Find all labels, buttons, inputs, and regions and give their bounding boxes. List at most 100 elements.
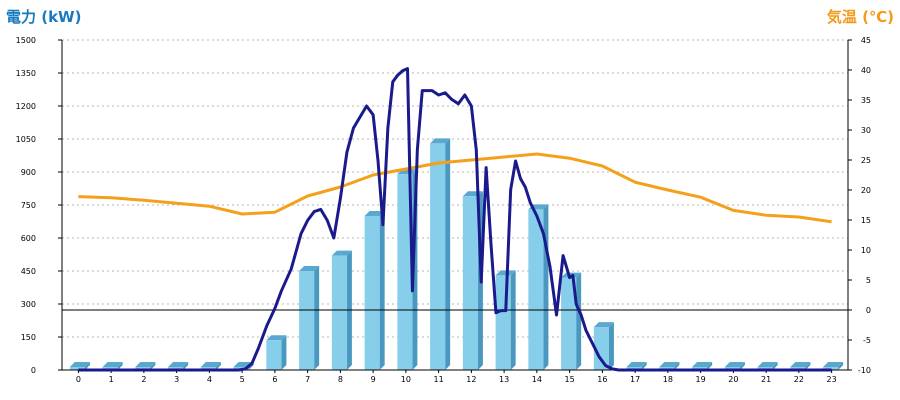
power-bar-top xyxy=(364,211,385,216)
right-tick-label: 15 xyxy=(861,216,871,225)
power-bar-top xyxy=(135,362,156,367)
power-bar xyxy=(593,322,614,370)
right-tick-label: 45 xyxy=(861,36,871,45)
x-tick-label: 3 xyxy=(174,375,179,384)
x-tick-label: 10 xyxy=(401,375,411,384)
x-tick-label: 22 xyxy=(794,375,804,384)
x-tick-label: 13 xyxy=(499,375,509,384)
x-tick-label: 14 xyxy=(532,375,542,384)
right-axis-title: 気温 (℃) xyxy=(827,8,894,26)
x-tick-label: 16 xyxy=(597,375,607,384)
left-tick-label: 0 xyxy=(31,366,36,375)
left-tick-label: 900 xyxy=(21,168,36,177)
power-bar-side xyxy=(641,362,647,370)
power-bar-front xyxy=(299,271,315,370)
power-bar xyxy=(299,266,320,370)
power-bar-top xyxy=(626,362,647,367)
power-bar-top xyxy=(823,362,844,367)
left-axis-title: 電力 (kW) xyxy=(6,8,81,26)
right-tick-label: 25 xyxy=(861,156,871,165)
power-bar-front xyxy=(462,196,478,370)
power-bar-side xyxy=(117,362,123,370)
power-bar-front xyxy=(528,209,544,370)
x-tick-label: 23 xyxy=(827,375,837,384)
right-tick-label: -5 xyxy=(863,336,871,345)
grid-lines xyxy=(62,39,848,338)
left-tick-label: 450 xyxy=(21,267,36,276)
right-tick-label: 10 xyxy=(861,246,871,255)
power-bar-front xyxy=(495,275,511,370)
power-bar xyxy=(528,204,549,370)
power-bar-top xyxy=(593,322,614,328)
x-tick-label: 20 xyxy=(728,375,738,384)
power-bar-top xyxy=(724,362,745,367)
right-tick-label: 40 xyxy=(861,66,871,75)
right-tick-label: 30 xyxy=(861,126,871,135)
power-bar-front xyxy=(430,143,446,370)
power-bar-side xyxy=(576,272,582,370)
x-tick-label: 15 xyxy=(565,375,575,384)
power-bar-side xyxy=(543,204,549,370)
power-bar-side xyxy=(838,362,844,370)
power-bar-front xyxy=(266,340,282,370)
series-lines xyxy=(62,67,848,372)
left-tick-label: 150 xyxy=(21,333,36,342)
power-bar-front xyxy=(364,216,380,370)
x-tick-label: 5 xyxy=(240,375,245,384)
left-tick-label: 1350 xyxy=(16,69,36,78)
x-tick-label: 17 xyxy=(630,375,640,384)
power-bar-top xyxy=(69,362,90,367)
power-bar-side xyxy=(183,362,189,370)
left-tick-label: 750 xyxy=(21,201,36,210)
power-bar xyxy=(331,250,352,370)
power-bar xyxy=(561,272,582,370)
x-tick-label: 1 xyxy=(109,375,114,384)
power-bar-top xyxy=(102,362,123,367)
x-tick-label: 2 xyxy=(141,375,146,384)
left-tick-label: 1500 xyxy=(16,36,36,45)
left-tick-label: 1200 xyxy=(16,102,36,111)
power-bar-side xyxy=(805,362,811,370)
temperature-line xyxy=(78,152,832,224)
x-tick-label: 4 xyxy=(207,375,212,384)
power-bar-top xyxy=(790,362,811,367)
power-bar-top xyxy=(757,362,778,367)
power-bar-side xyxy=(215,362,221,370)
x-tick-label: 7 xyxy=(305,375,310,384)
power-bar-side xyxy=(314,266,320,370)
x-tick-label: 11 xyxy=(434,375,444,384)
power-bar-top xyxy=(200,362,221,367)
power-bar-top xyxy=(299,266,320,271)
right-tick-label: 35 xyxy=(861,96,871,105)
power-bar-top xyxy=(430,138,451,144)
right-tick-label: 5 xyxy=(866,276,871,285)
power-bar-front xyxy=(593,327,609,370)
axes xyxy=(58,39,852,373)
x-tick-label: 19 xyxy=(696,375,706,384)
power-bar-front xyxy=(397,174,413,370)
power-bar-side xyxy=(674,362,680,370)
power-bar-front xyxy=(561,277,577,370)
power-bar-top xyxy=(659,362,680,367)
power-bar-side xyxy=(510,270,516,370)
power-bar-top xyxy=(692,362,713,367)
left-tick-label: 1050 xyxy=(16,135,36,144)
x-tick-label: 9 xyxy=(371,375,376,384)
x-tick-label: 6 xyxy=(272,375,277,384)
power-bar-side xyxy=(445,138,451,370)
power-bar-front xyxy=(331,255,347,370)
power-bar-side xyxy=(772,362,778,370)
left-tick-label: 300 xyxy=(21,300,36,309)
power-line xyxy=(78,67,832,372)
power-bar-front xyxy=(69,367,85,370)
power-bar-side xyxy=(739,362,745,370)
right-tick-label: 20 xyxy=(861,186,871,195)
power-bar-side xyxy=(707,362,713,370)
tick-labels: 01503004506007509001050120013501500-10-5… xyxy=(16,36,871,384)
power-bar-side xyxy=(608,322,614,370)
right-tick-label: -10 xyxy=(858,366,871,375)
power-bar-side xyxy=(84,362,90,370)
power-bar-side xyxy=(150,362,156,370)
power-bar-top xyxy=(495,270,516,276)
